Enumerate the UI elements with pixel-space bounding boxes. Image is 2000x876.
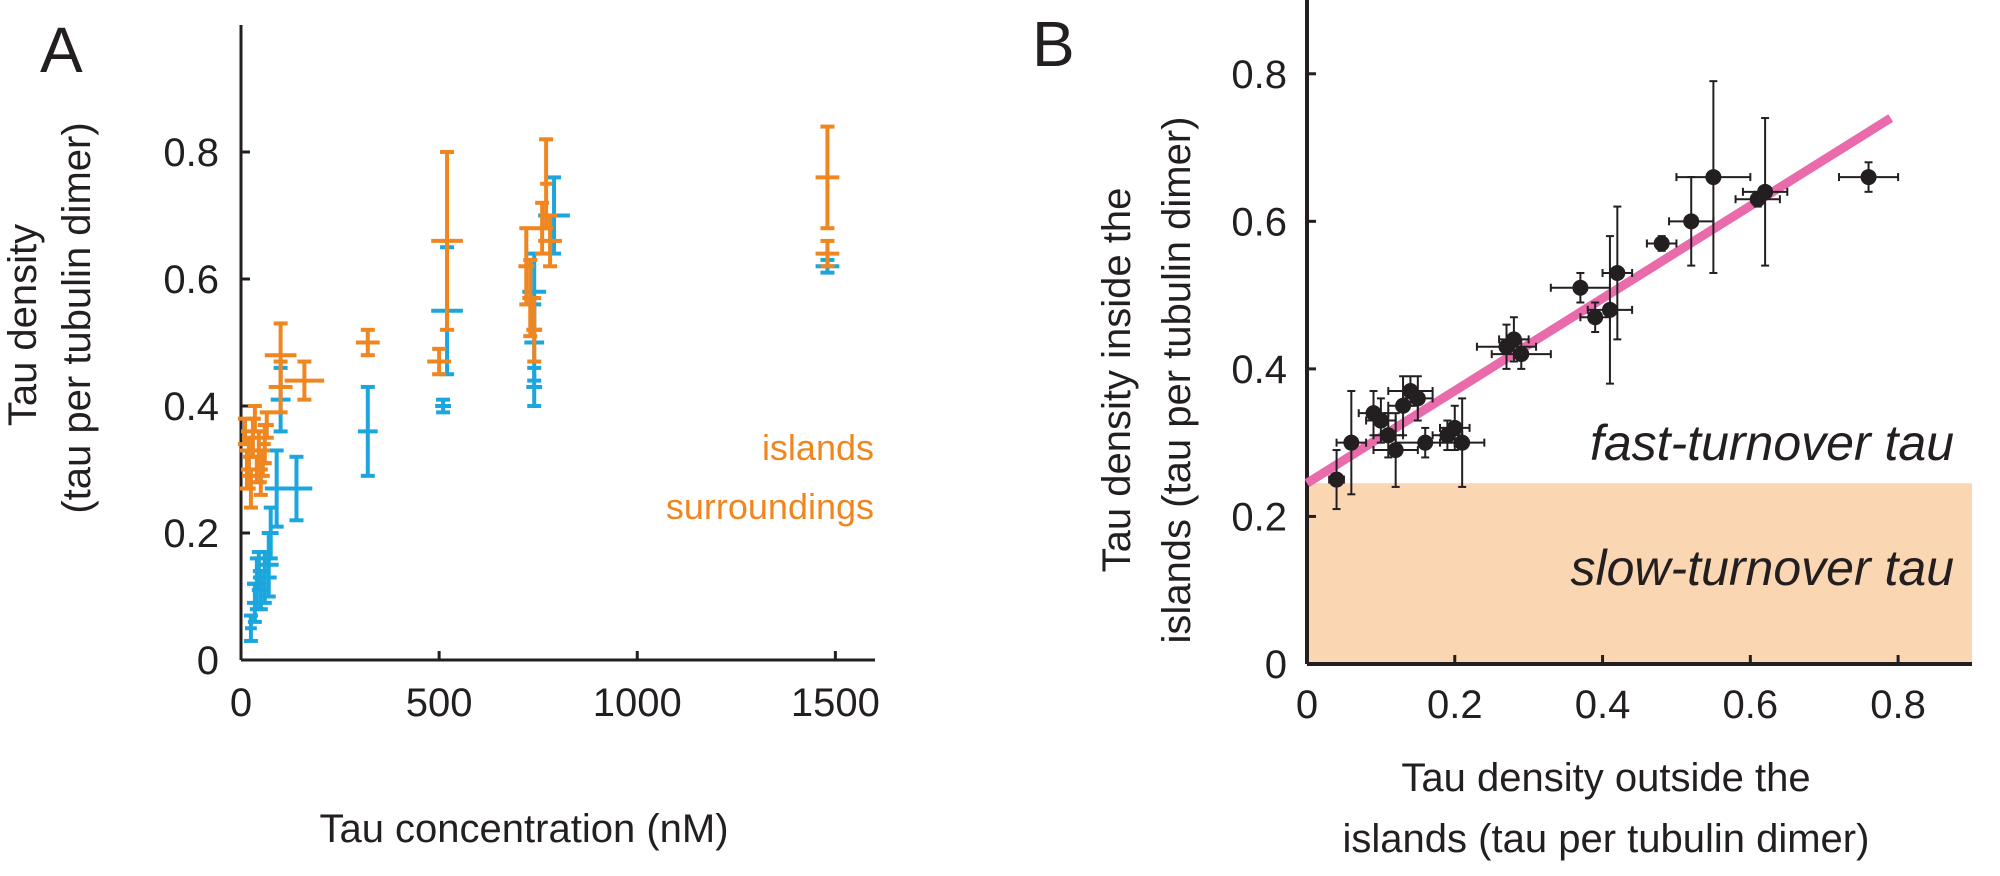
- panel-b-x-axis-label-line2: islands (tau per tubulin dimer): [1343, 817, 1870, 861]
- panel-b-x-tick-label: 0: [1296, 683, 1318, 727]
- annotation-fast-turnover: fast-turnover tau: [1590, 415, 1954, 471]
- data-point-surroundings: [435, 397, 452, 415]
- data-point-surroundings: [526, 365, 543, 408]
- panel-letter-b: B: [1032, 8, 1075, 80]
- data-point: [1439, 404, 1471, 452]
- data-point-surroundings: [262, 505, 279, 561]
- data-point: [1335, 390, 1368, 496]
- data-point-islands: [526, 296, 543, 364]
- data-point-surroundings: [280, 454, 313, 523]
- panel-b-y-axis-label-line2: islands (tau per tubulin dimer): [1155, 117, 1199, 644]
- panel-a-y-tick-label: 0.6: [163, 258, 219, 302]
- data-point-surroundings: [252, 550, 277, 605]
- panel-a-x-tick-label: 500: [406, 681, 473, 725]
- panel-b: B 0 0.2 0.4 0.6 0.8 0 0.2 0.4 0.6 0.8 fast-turnov…: [1032, 0, 1972, 861]
- panel-a-y-tick-label: 0.8: [163, 131, 219, 175]
- annotation-slow-turnover: slow-turnover tau: [1571, 540, 1955, 596]
- panel-a-y-axis-label-line2: (tau per tubulin dimer): [55, 122, 99, 513]
- panel-b-y-tick-label: 0.6: [1231, 200, 1287, 244]
- data-point-islands: [539, 137, 554, 231]
- panel-b-x-axis-label-line1: Tau density outside the: [1401, 756, 1810, 800]
- panel-a-y-tick-label: 0: [197, 639, 219, 683]
- panel-a-axes: 0 500 1000 1500 0 0.2 0.4 0.6 0.8: [163, 25, 880, 725]
- panel-b-y-tick-label: 0.8: [1231, 53, 1287, 97]
- panel-b-x-tick-label: 0.2: [1427, 683, 1483, 727]
- data-point-islands: [355, 327, 380, 358]
- data-point-surroundings: [357, 384, 378, 478]
- data-point-islands: [815, 238, 840, 269]
- data-point: [1675, 80, 1752, 274]
- data-point: [1586, 235, 1634, 385]
- panel-a-x-tick-label: 1500: [791, 681, 880, 725]
- series-islands: [237, 124, 840, 510]
- data-point: [1475, 323, 1538, 370]
- data-point: [1549, 271, 1611, 304]
- panel-b-axes: 0 0.2 0.4 0.6 0.8 0 0.2 0.4 0.6 0.8: [1231, 0, 1972, 727]
- slow-turnover-region: [1307, 483, 1972, 664]
- panel-a-y-tick-label: 0.2: [163, 512, 219, 556]
- data-point-islands: [815, 124, 840, 231]
- panel-a-x-tick-label: 0: [230, 681, 252, 725]
- panel-b-y-tick-label: 0: [1265, 643, 1287, 687]
- data-point: [1372, 412, 1419, 488]
- data-point: [1601, 205, 1634, 341]
- panel-b-x-tick-label: 0.4: [1575, 683, 1631, 727]
- data-point-islands: [431, 150, 463, 332]
- data-point: [1328, 449, 1345, 511]
- panel-a-x-tick-label: 1000: [593, 681, 682, 725]
- panel-b-x-tick-label: 0.6: [1723, 683, 1779, 727]
- data-point-islands: [284, 359, 325, 402]
- data-point-islands: [427, 346, 452, 377]
- data-point: [1838, 161, 1900, 193]
- fit-line: [1304, 114, 1894, 488]
- data-point: [1490, 338, 1552, 370]
- panel-letter-a: A: [40, 14, 83, 86]
- legend-islands: islands: [762, 427, 874, 468]
- panel-b-y-axis-label-line1: Tau density inside the: [1095, 188, 1139, 573]
- data-point: [1579, 301, 1611, 333]
- panel-b-y-tick-label: 0.4: [1231, 348, 1287, 392]
- panel-a-marks: [237, 124, 840, 643]
- data-point: [1402, 375, 1434, 422]
- panel-a-x-axis-label: Tau concentration (nM): [319, 807, 728, 851]
- panel-b-y-tick-label: 0.2: [1231, 495, 1287, 539]
- panel-a-y-axis-label-line1: Tau density: [1, 224, 45, 426]
- data-point-islands: [259, 410, 274, 440]
- data-point: [1645, 235, 1678, 252]
- data-point: [1439, 397, 1486, 488]
- data-point: [1387, 375, 1419, 437]
- legend-surroundings: surroundings: [666, 486, 874, 527]
- data-point-islands: [268, 359, 293, 415]
- data-point-islands: [247, 404, 262, 434]
- panel-b-marks: [1328, 80, 1900, 511]
- panel-a-y-tick-label: 0.4: [163, 385, 219, 429]
- panel-a: A 0 500 1000 1500 0 0.2 0.4 0.6 0.8 Tau concentr…: [1, 14, 880, 851]
- panel-b-x-tick-label: 0.8: [1870, 683, 1926, 727]
- data-point: [1741, 117, 1789, 267]
